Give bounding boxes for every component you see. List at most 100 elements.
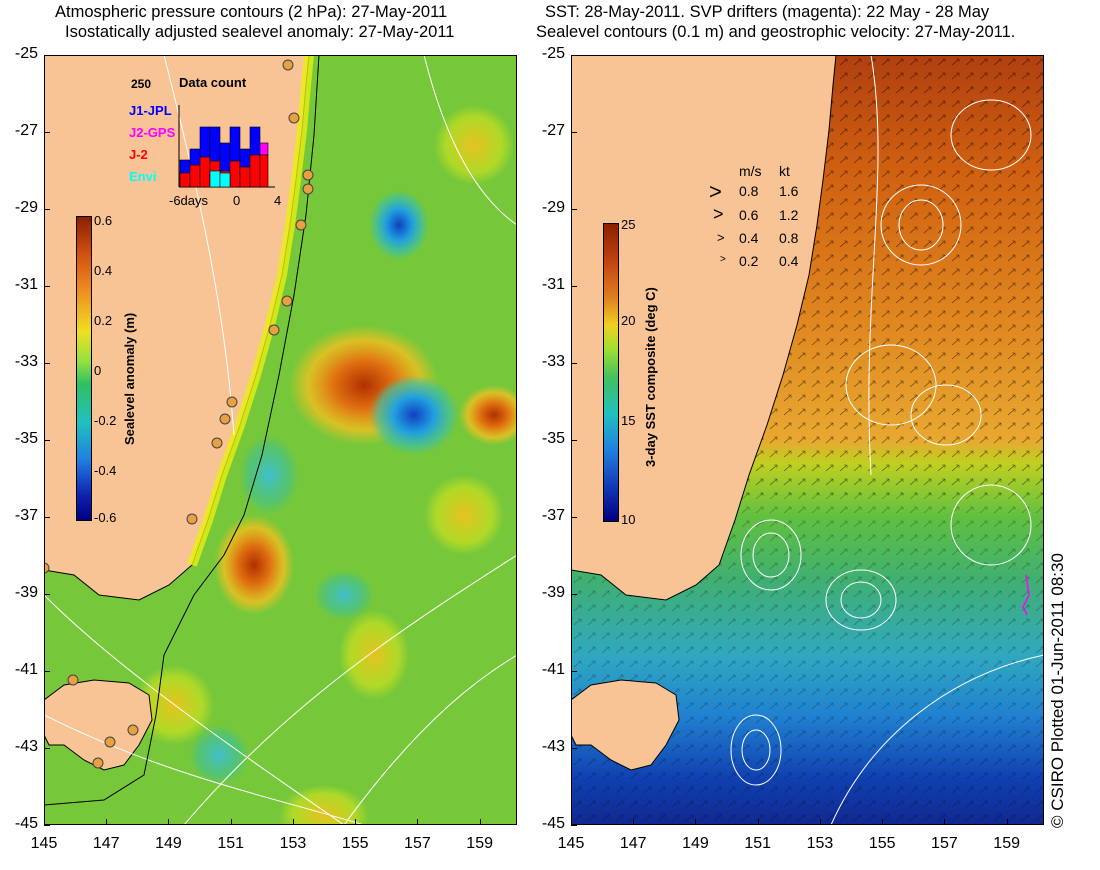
velocity-row-kt: 1.2 [779, 207, 799, 223]
lon-tick-label: 147 [92, 835, 120, 852]
sealevel-colorbar-tick: 0.4 [94, 263, 113, 278]
lat-tick-label: -29 [541, 199, 565, 216]
lon-tick-label: 159 [993, 835, 1020, 852]
sst-colorbar-tick: 15 [621, 413, 636, 428]
sst-colorbar-label: 3-day SST composite (deg C) [643, 287, 658, 467]
sst-colorbar-tick: 10 [621, 512, 636, 527]
lat-tick-label: -35 [14, 430, 38, 447]
lat-tick-mark [571, 363, 577, 364]
lat-tick-mark [571, 825, 577, 826]
lon-tick-label: 149 [155, 835, 182, 852]
lon-tick-label: 157 [404, 835, 431, 852]
lat-tick-label: -29 [14, 199, 38, 216]
lon-tick-mark [292, 819, 294, 825]
lat-tick-label: -37 [541, 507, 565, 524]
legend-j-2: J-2 [129, 147, 148, 162]
velocity-row-ms: 0.6 [739, 207, 759, 223]
lon-tick-label: 145 [557, 835, 585, 852]
mainland-australia [571, 55, 837, 601]
velocity-arrow-icon: > [713, 204, 724, 224]
sealevel-colorbar-tick: 0.2 [94, 313, 113, 328]
data-count-histogram [178, 105, 275, 188]
lat-tick-label: -41 [14, 661, 38, 678]
copyright-notice: © CSIRO Plotted 01-Jun-2011 08:30 [1048, 553, 1067, 828]
right-title-line1: SST: 28-May-2011. SVP drifters (magenta)… [545, 3, 990, 21]
sealevel-anomaly-map: 0.6 0.4 0.2 0 -0.2 -0.4 -0.6 Sealevel an… [44, 55, 517, 825]
tasmania [571, 679, 680, 771]
sealevel-colorbar-tick: 0 [94, 363, 102, 378]
lat-tick-mark [571, 286, 577, 287]
data-count-title: Data count [179, 75, 247, 90]
lon-tick-mark [355, 819, 357, 825]
sealevel-colorbar-tick: -0.2 [94, 413, 117, 428]
lat-tick-mark [44, 825, 50, 826]
lat-tick-label: -35 [541, 430, 565, 447]
velocity-legend: m/s kt > 0.8 1.6 > 0.6 1.2 > 0.4 0.8 > 0… [701, 163, 831, 273]
sst-colorbar-tick: 25 [621, 217, 636, 232]
lon-tick-label: 155 [868, 835, 896, 852]
data-count-xlabel: 0 [233, 193, 241, 208]
lon-tick-mark [882, 819, 884, 825]
legend-j1-jpl: J1-JPL [129, 103, 172, 118]
sealevel-colorbar-label: Sealevel anomaly (m) [122, 312, 137, 445]
lon-tick-mark [695, 819, 697, 825]
legend-envi: Envi [129, 169, 157, 184]
lon-tick-label: 153 [806, 835, 834, 852]
lat-tick-mark [571, 671, 577, 672]
lon-tick-mark [417, 819, 419, 825]
lon-tick-mark [44, 819, 45, 825]
lat-tick-mark [44, 55, 50, 56]
velocity-row-kt: 0.8 [779, 230, 799, 246]
lat-tick-mark [44, 286, 50, 287]
lat-tick-mark [44, 132, 50, 133]
lon-tick-label: 159 [466, 835, 493, 852]
data-count-inset: 250 Data count J1-JPL J2-GPS J-2 Envi [129, 75, 282, 215]
lon-tick-label: 151 [744, 835, 772, 852]
lon-tick-mark [230, 819, 232, 825]
lat-tick-mark [571, 209, 577, 210]
lat-tick-mark [44, 363, 50, 364]
sealevel-contours [730, 55, 1044, 825]
lat-tick-label: -33 [14, 353, 38, 370]
lon-tick-mark [106, 819, 108, 825]
data-count-max: 250 [131, 77, 152, 91]
lat-tick-mark [44, 440, 50, 441]
sealevel-colorbar-tick: -0.6 [94, 510, 117, 525]
lon-tick-label: 153 [279, 835, 307, 852]
right-title-line2: Sealevel contours (0.1 m) and geostrophi… [536, 23, 1016, 41]
left-title-line2: Isostatically adjusted sealevel anomaly:… [65, 23, 455, 41]
svp-drifter-track [1022, 574, 1030, 616]
lat-tick-label: -45 [541, 815, 565, 832]
velocity-row-kt: 0.4 [779, 253, 799, 269]
sealevel-colorbar-tick: 0.6 [94, 213, 113, 228]
lon-tick-mark [633, 819, 635, 825]
lat-tick-label: -31 [541, 276, 565, 293]
lat-tick-label: -31 [14, 276, 38, 293]
velocity-row-ms: 0.2 [739, 253, 759, 269]
lat-tick-label: -27 [541, 122, 565, 139]
lon-tick-label: 147 [619, 835, 647, 852]
sealevel-anomaly-map-graphic [44, 55, 517, 825]
lat-tick-label: -25 [541, 45, 565, 62]
lat-tick-mark [571, 517, 577, 518]
lon-tick-mark [479, 819, 481, 825]
lon-tick-label: 155 [341, 835, 369, 852]
tide-gauge-stations [44, 59, 314, 769]
lat-tick-label: -37 [14, 507, 38, 524]
lat-tick-label: -41 [541, 661, 565, 678]
lat-tick-label: -45 [14, 815, 38, 832]
lat-tick-mark [44, 209, 50, 210]
data-count-xlabel: 4 [274, 193, 282, 208]
lat-tick-label: -25 [14, 45, 38, 62]
sealevel-colorbar [76, 216, 92, 521]
velocity-arrow-icon: > [720, 254, 726, 265]
velocity-header-kt: kt [779, 163, 790, 179]
sst-colorbar [603, 223, 619, 522]
sst-map-graphic [571, 55, 1044, 825]
lat-tick-label: -39 [14, 584, 38, 601]
lat-tick-mark [571, 440, 577, 441]
lon-tick-label: 151 [217, 835, 245, 852]
lon-tick-mark [757, 819, 759, 825]
velocity-header-ms: m/s [739, 163, 762, 179]
lon-tick-mark [1006, 819, 1008, 825]
